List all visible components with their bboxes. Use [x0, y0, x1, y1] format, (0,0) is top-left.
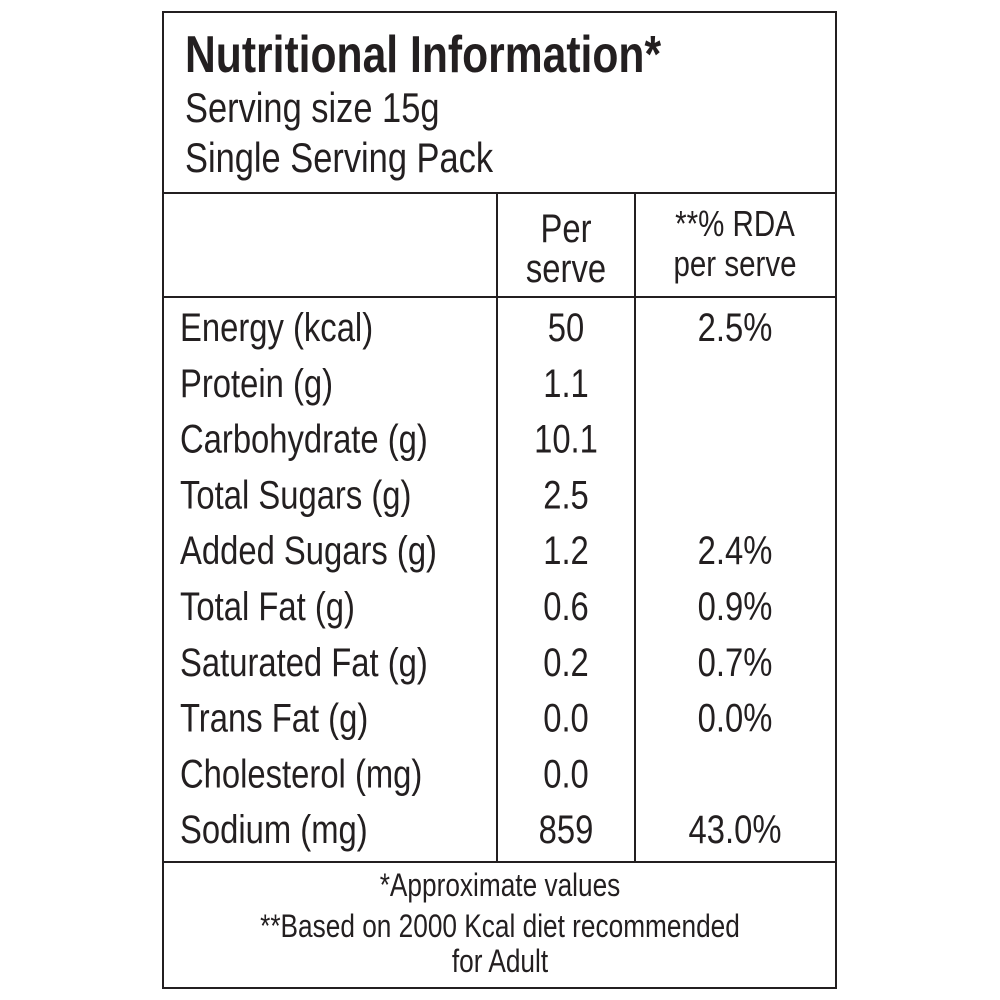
per-serve-value: 0.0	[543, 751, 589, 796]
per-serve-value: 0.2	[543, 640, 589, 685]
nutrient-name: Energy (kcal)	[180, 305, 373, 350]
pack: Single Serving Pack	[185, 135, 494, 182]
rda-value: 43.0%	[689, 807, 782, 852]
column-header: per serve	[673, 243, 796, 283]
nutrient-name: Added Sugars (g)	[180, 528, 437, 573]
nutrient-name: Total Sugars (g)	[180, 472, 411, 517]
nutrient-name: Total Fat (g)	[180, 584, 355, 629]
per-serve-value: 1.1	[543, 361, 589, 406]
column-header: Per	[540, 206, 591, 251]
per-serve-value: 859	[539, 807, 594, 852]
rda-value: 0.0%	[698, 696, 773, 741]
per-serve-value: 2.5	[543, 472, 589, 517]
nutrient-name: Protein (g)	[180, 361, 333, 406]
column-header: serve	[526, 246, 606, 291]
per-serve-value: 1.2	[543, 528, 589, 573]
nutrient-name: Saturated Fat (g)	[180, 640, 428, 685]
nutrient-name: Trans Fat (g)	[180, 696, 368, 741]
footnote: for Adult	[452, 945, 548, 980]
rda-value: 0.7%	[698, 640, 773, 685]
column-header: **% RDA	[675, 203, 795, 243]
footnote: *Approximate values	[380, 869, 621, 904]
nutrient-name: Cholesterol (mg)	[180, 751, 422, 796]
title: Nutritional Information*	[185, 26, 662, 84]
serving-size: Serving size 15g	[185, 85, 440, 132]
nutrient-name: Sodium (mg)	[180, 807, 368, 852]
footnote: **Based on 2000 Kcal diet recommended	[260, 910, 740, 945]
per-serve-value: 0.6	[543, 584, 589, 629]
per-serve-value: 50	[548, 305, 584, 350]
rda-value: 0.9%	[698, 584, 773, 629]
per-serve-value: 0.0	[543, 696, 589, 741]
label-border	[162, 11, 837, 989]
rda-value: 2.4%	[698, 528, 773, 573]
nutrient-name: Carbohydrate (g)	[180, 417, 428, 462]
rda-value: 2.5%	[698, 305, 773, 350]
per-serve-value: 10.1	[534, 417, 598, 462]
